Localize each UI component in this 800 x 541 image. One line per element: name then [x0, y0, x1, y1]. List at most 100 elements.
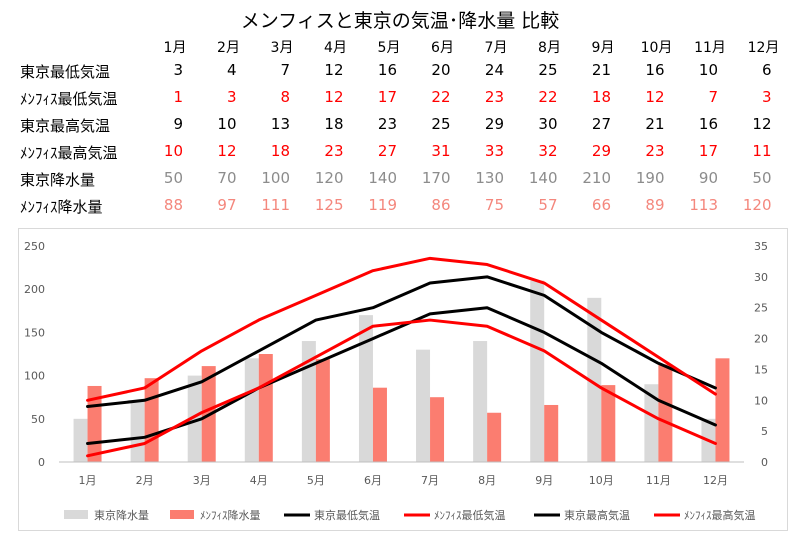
table-cell: 3	[761, 88, 772, 106]
table-cell: 89	[645, 196, 665, 214]
bar-tokyo-precip	[130, 401, 145, 462]
y-left-tick-label: 100	[24, 370, 45, 383]
data-table: 1月 2月 3月 4月 5月 6月 7月 8月 9月 10月 11月 12月 東京最低気温 3 4 7 12 16…	[0, 0, 800, 220]
table-cell: 170	[421, 169, 451, 187]
table-cell: 7	[280, 61, 290, 79]
table-cell: 23	[377, 115, 397, 133]
x-tick-label: 6月	[364, 474, 382, 487]
table-month-header: 8月	[538, 40, 561, 56]
y-right-tick-label: 0	[761, 456, 768, 469]
y-left-tick-label: 0	[38, 456, 45, 469]
line-tokyo-min	[86, 306, 717, 445]
bar-tokyo-precip	[473, 341, 488, 462]
y-left-tick-label: 50	[31, 413, 45, 426]
table-cell: 125	[314, 196, 344, 214]
table-cell: 140	[528, 169, 558, 187]
table-cell: 7	[708, 88, 718, 106]
table-cell: 31	[431, 142, 451, 160]
table-cell: 12	[645, 88, 665, 106]
y-right-tick-label: 35	[754, 240, 768, 253]
y-right-tick-label: 10	[754, 394, 768, 407]
bar-memphis-precip	[487, 412, 502, 462]
table-cell: 120	[742, 196, 772, 214]
bar-memphis-precip	[144, 378, 159, 462]
bar-tokyo-precip	[187, 375, 202, 462]
bar-memphis-precip	[658, 364, 673, 462]
table-cell: 27	[377, 142, 397, 160]
table-cell: 12	[752, 115, 772, 133]
table-cell: 32	[538, 142, 558, 160]
bar-tokyo-precip	[73, 418, 88, 462]
table-row-label: 東京最低気温	[20, 63, 111, 81]
table-cell: 18	[591, 88, 611, 106]
bar-tokyo-precip	[587, 297, 602, 462]
table-cell: 88	[163, 196, 183, 214]
legend-label: 東京最低気温	[314, 508, 380, 522]
table-cell: 13	[270, 115, 290, 133]
x-tick-label: 3月	[193, 474, 211, 487]
table-cell: 120	[314, 169, 344, 187]
x-tick-label: 12月	[703, 474, 728, 487]
bar-memphis-precip	[601, 385, 616, 462]
x-tick-label: 8月	[478, 474, 496, 487]
table-cell: 30	[538, 115, 558, 133]
y-right-tick-label: 30	[754, 271, 768, 284]
table-cell: 210	[582, 169, 611, 187]
table-cell: 33	[484, 142, 504, 160]
table-cell: 130	[475, 169, 504, 187]
table-cell: 12	[324, 61, 344, 79]
table-cell: 50	[163, 169, 183, 187]
table-cell: 17	[377, 88, 397, 106]
table-cell: 10	[163, 142, 183, 160]
table-cell: 18	[270, 142, 290, 160]
table-cell: 140	[368, 169, 397, 187]
bar-memphis-precip	[315, 359, 330, 462]
table-cell: 119	[368, 196, 397, 214]
table-month-header: 1月	[163, 40, 187, 56]
line-tokyo-max	[86, 275, 717, 408]
x-tick-label: 7月	[421, 474, 439, 487]
table-cell: 22	[431, 88, 451, 106]
bar-memphis-precip	[430, 397, 445, 462]
bar-memphis-precip	[258, 354, 273, 462]
table-cell: 1	[173, 88, 183, 106]
table-month-header: 12月	[747, 40, 780, 56]
table-cell: 21	[591, 61, 611, 79]
bar-tokyo-precip	[244, 358, 259, 462]
bar-tokyo-precip	[358, 315, 373, 462]
table-cell: 10	[698, 61, 718, 79]
bar-tokyo-precip	[644, 384, 659, 462]
table-month-header: 9月	[591, 40, 615, 56]
table-cell: 8	[280, 88, 290, 106]
bar-tokyo-precip	[530, 280, 545, 462]
table-cell: 4	[226, 61, 237, 79]
table-cell: 100	[261, 169, 290, 187]
table-cell: 25	[538, 61, 558, 79]
y-right-tick-label: 25	[754, 302, 768, 315]
bar-tokyo-precip	[416, 349, 431, 462]
legend-label: 東京最高気温	[564, 508, 630, 522]
y-right-tick-label: 5	[761, 425, 768, 438]
table-cell: 29	[591, 142, 611, 160]
x-tick-label: 9月	[535, 474, 553, 487]
legend-label: 東京降水量	[94, 508, 149, 522]
x-tick-label: 4月	[250, 474, 268, 487]
line-memphis-max	[86, 256, 717, 402]
table-cell: 9	[173, 115, 183, 133]
table-cell: 21	[645, 115, 665, 133]
x-tick-label: 5月	[307, 474, 325, 487]
table-cell: 75	[484, 196, 504, 214]
table-month-header: 7月	[484, 40, 508, 56]
table-cell: 24	[484, 61, 504, 79]
table-cell: 70	[217, 169, 237, 187]
combo-chart: 0 50 100 150 200 250 0 5 10 15 20 25 30 35 1月 2月 3月 4月 5月 6…	[24, 240, 768, 522]
bar-tokyo-precip	[301, 341, 316, 462]
table-row-label: 東京最高気温	[20, 117, 111, 135]
table-cell: 16	[645, 61, 665, 79]
bar-memphis-precip	[544, 404, 559, 462]
table-row-label: ﾒﾝﾌｨｽ最低気温	[20, 90, 118, 108]
legend-label: ﾒﾝﾌｨｽ最高気温	[684, 508, 756, 522]
y-right-tick-label: 20	[754, 333, 768, 346]
bar-memphis-precip	[715, 358, 730, 462]
line-memphis-min	[86, 318, 717, 458]
